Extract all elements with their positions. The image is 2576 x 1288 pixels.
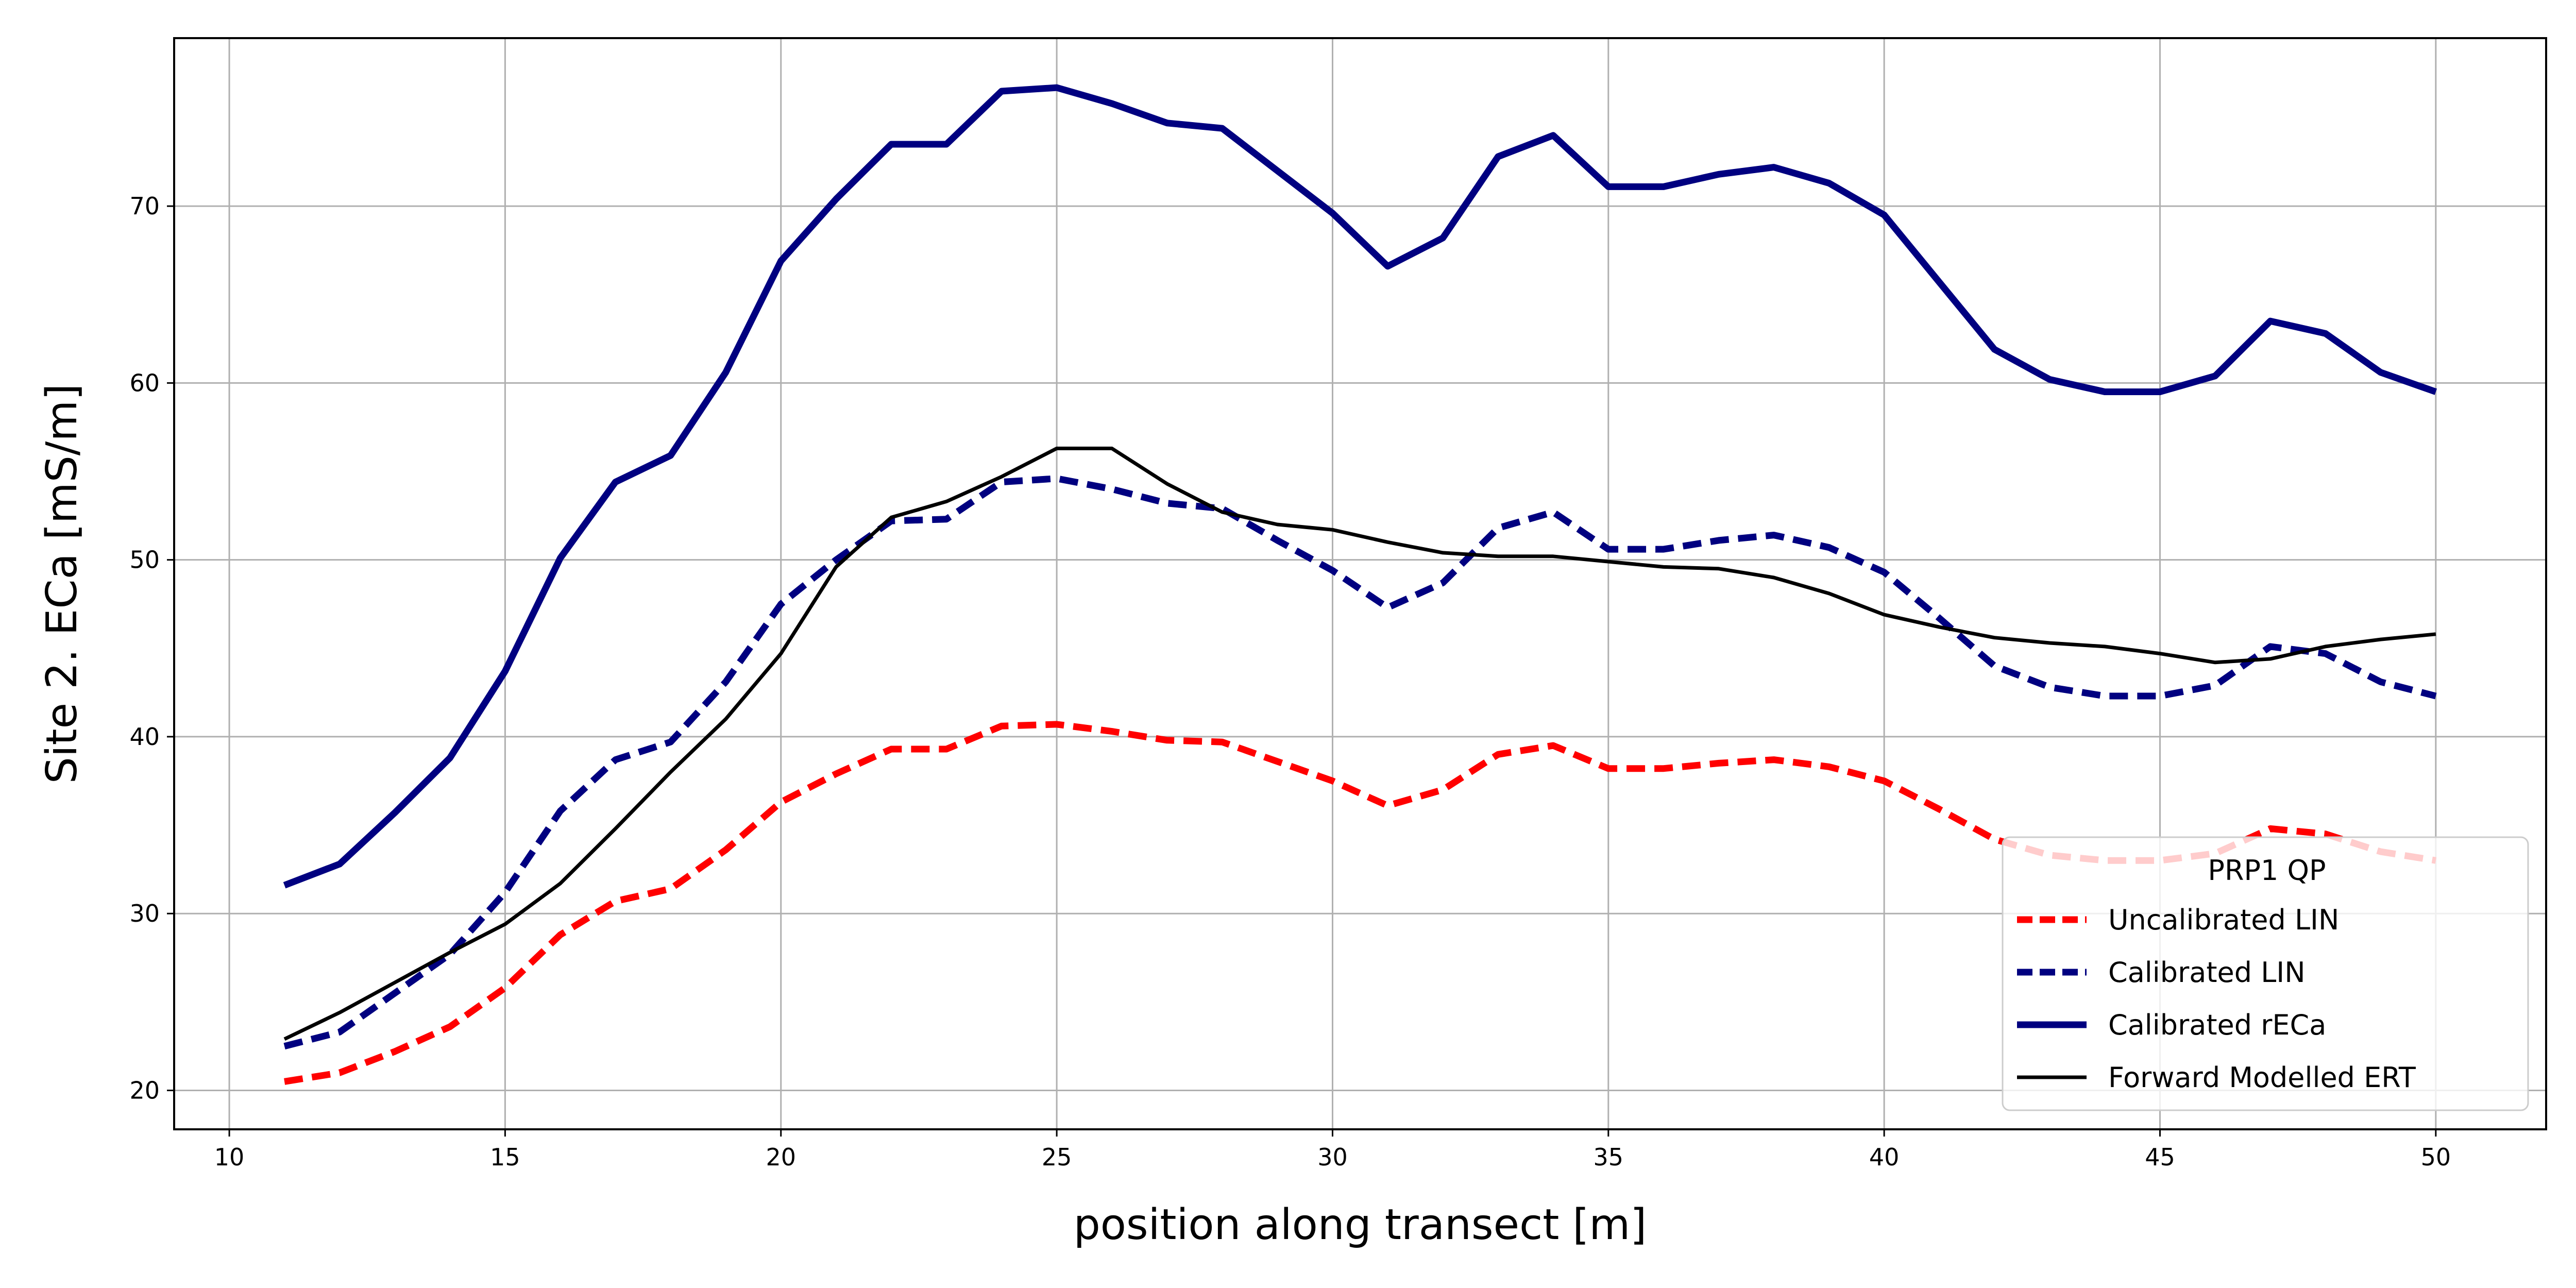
legend-label: Uncalibrated LIN <box>2108 904 2339 936</box>
y-tick-label: 70 <box>129 192 160 220</box>
y-axis-label: Site 2. ECa [mS/m] <box>38 384 87 784</box>
series-line-calibrated-lin <box>283 475 2437 1049</box>
series-line-forward-modelled-ert <box>283 446 2436 1041</box>
x-tick-label: 40 <box>1869 1143 1900 1171</box>
legend-box <box>2002 836 2529 1111</box>
x-axis-label: position along transect [m] <box>1074 1200 1647 1249</box>
legend: PRP1 QP Uncalibrated LIN Calibrated LIN Ca… <box>2002 836 2529 1111</box>
y-tick-label: 60 <box>129 369 160 397</box>
x-tick-label: 25 <box>1042 1143 1072 1171</box>
legend-label: Forward Modelled ERT <box>2108 1061 2416 1094</box>
series-line-calibrated-reca <box>283 84 2437 889</box>
x-tick-label: 45 <box>2145 1143 2175 1171</box>
legend-label: Calibrated rECa <box>2108 1009 2326 1041</box>
x-tick-label: 35 <box>1594 1143 1624 1171</box>
x-tick-label: 50 <box>2421 1143 2451 1171</box>
series-layer <box>283 84 2437 1085</box>
x-tick-label: 20 <box>766 1143 796 1171</box>
x-tick-label: 15 <box>490 1143 520 1171</box>
x-tick-label: 30 <box>1317 1143 1348 1171</box>
y-tick-label: 30 <box>129 900 160 927</box>
legend-title: PRP1 QP <box>2208 854 2326 887</box>
axis-ticks: 10 15 20 25 30 35 40 45 50 20 30 40 50 60 70 <box>129 192 2451 1171</box>
plot-frame <box>173 37 2547 1130</box>
y-tick-label: 20 <box>129 1076 160 1104</box>
x-tick-label: 10 <box>214 1143 245 1171</box>
y-tick-label: 40 <box>129 723 160 751</box>
legend-label: Calibrated LIN <box>2108 956 2306 989</box>
y-tick-label: 50 <box>129 546 160 574</box>
